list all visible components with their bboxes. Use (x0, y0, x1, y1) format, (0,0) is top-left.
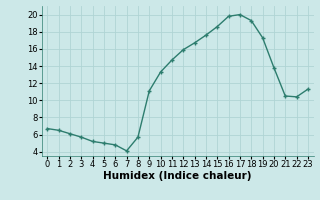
X-axis label: Humidex (Indice chaleur): Humidex (Indice chaleur) (103, 171, 252, 181)
